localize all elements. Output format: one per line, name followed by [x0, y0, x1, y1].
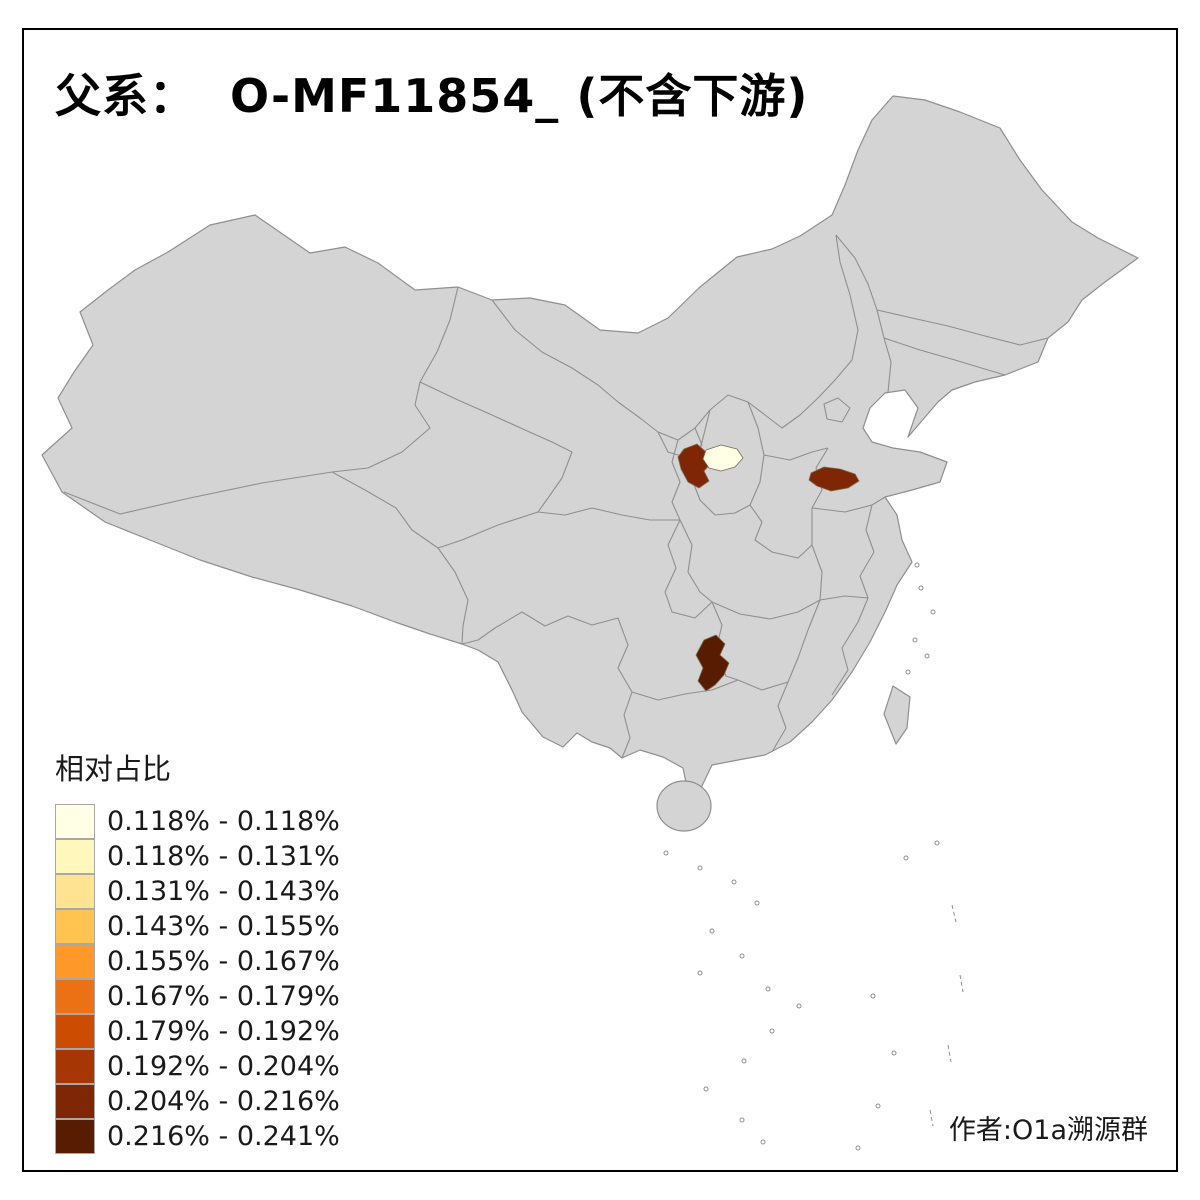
legend-label: 0.143% - 0.155%	[107, 911, 340, 942]
highlight-region-guizhou-hunan	[695, 634, 730, 692]
taiwan-island	[883, 685, 911, 745]
legend-label: 0.118% - 0.131%	[107, 841, 340, 872]
legend-swatch	[55, 908, 95, 944]
legend-label: 0.204% - 0.216%	[107, 1086, 340, 1117]
legend-label: 0.155% - 0.167%	[107, 946, 340, 977]
page-title: 父系： O-MF11854_ (不含下游)	[55, 69, 809, 123]
legend-label: 0.179% - 0.192%	[107, 1016, 340, 1047]
legend-item: 0.143% - 0.155%	[55, 908, 340, 944]
legend-swatch	[55, 1048, 95, 1084]
legend-label: 0.167% - 0.179%	[107, 981, 340, 1012]
legend-swatch	[55, 873, 95, 909]
highlight-region-shandong-jiangsu	[808, 466, 860, 492]
legend-item: 0.131% - 0.143%	[55, 873, 340, 909]
legend-item: 0.167% - 0.179%	[55, 978, 340, 1014]
legend-item: 0.204% - 0.216%	[55, 1083, 340, 1119]
legend-item: 0.216% - 0.241%	[55, 1118, 340, 1154]
legend-label: 0.118% - 0.118%	[107, 806, 340, 837]
legend-label: 0.131% - 0.143%	[107, 876, 340, 907]
legend-swatch	[55, 838, 95, 874]
hainan-island	[656, 780, 712, 832]
legend-swatch	[55, 1013, 95, 1049]
legend-title: 相对占比	[55, 752, 172, 786]
legend-swatch	[55, 978, 95, 1014]
highlight-region-central-shanxi	[702, 444, 744, 472]
province-borders	[63, 234, 1049, 759]
legend-swatch	[55, 803, 95, 839]
legend-items: 0.118% - 0.118% 0.118% - 0.131% 0.131% -…	[55, 803, 340, 1154]
legend-swatch	[55, 1118, 95, 1154]
legend-swatch	[55, 943, 95, 979]
legend-item: 0.155% - 0.167%	[55, 943, 340, 979]
legend-item: 0.179% - 0.192%	[55, 1013, 340, 1049]
highlight-region-shaanxi-shanxi	[677, 443, 712, 489]
legend-item: 0.118% - 0.131%	[55, 838, 340, 874]
attribution-text: 作者:O1a溯源群	[948, 1115, 1148, 1146]
highlighted-regions	[677, 443, 860, 692]
legend-item: 0.192% - 0.204%	[55, 1048, 340, 1084]
legend: 相对占比 0.118% - 0.118% 0.118% - 0.131% 0.1…	[55, 746, 340, 1154]
legend-label: 0.192% - 0.204%	[107, 1051, 340, 1082]
legend-label: 0.216% - 0.241%	[107, 1121, 340, 1152]
legend-item: 0.118% - 0.118%	[55, 803, 340, 839]
china-outline	[41, 95, 1139, 793]
legend-swatch	[55, 1083, 95, 1119]
sea-islets	[663, 562, 964, 1151]
